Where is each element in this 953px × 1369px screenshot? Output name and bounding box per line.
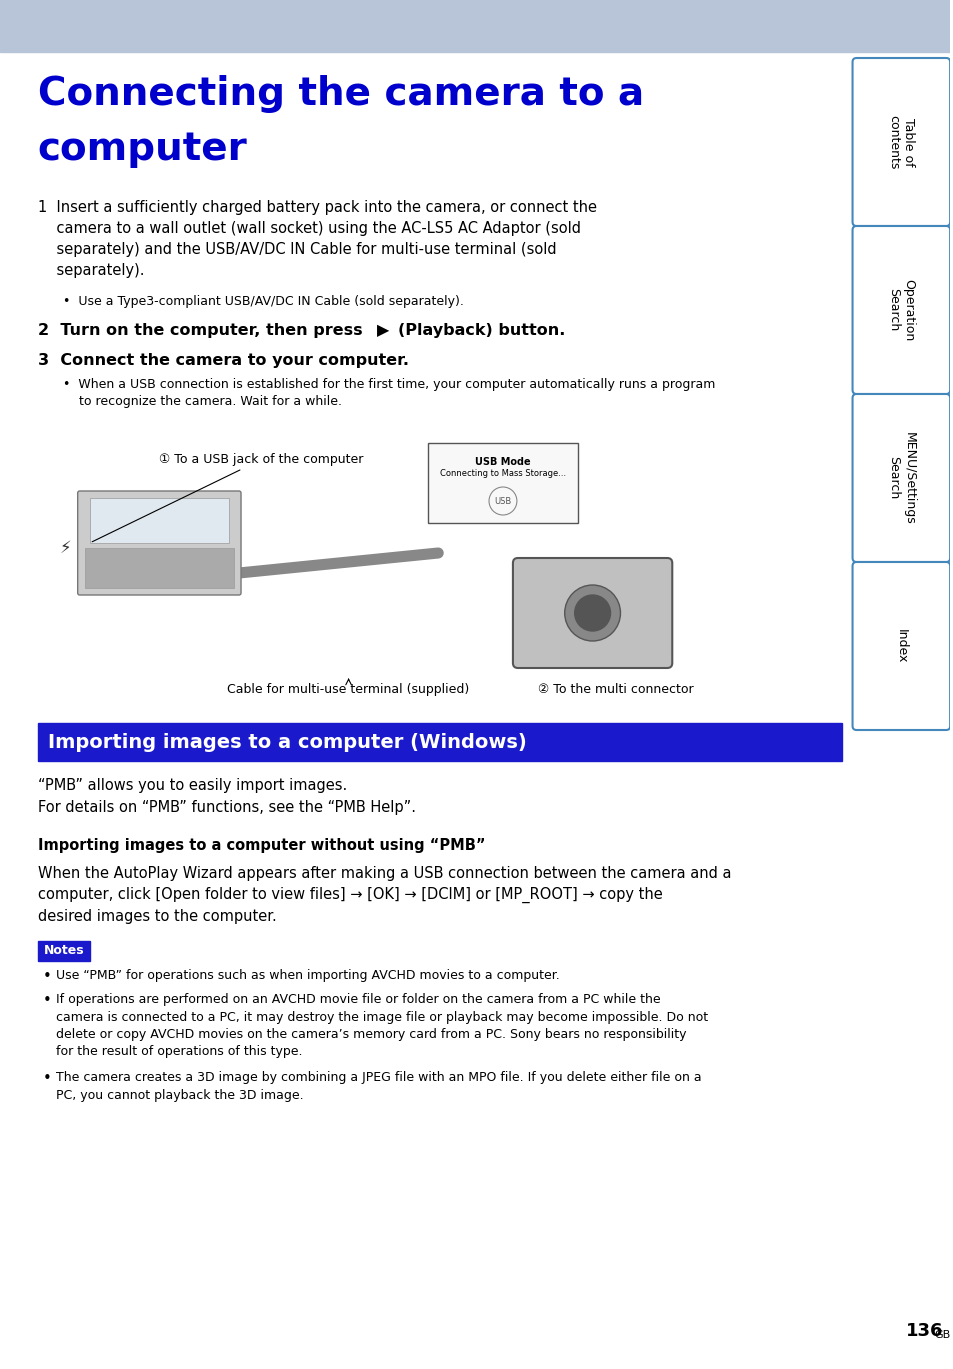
Text: (Playback) button.: (Playback) button. [398,323,565,338]
Text: USB: USB [494,497,511,507]
Text: Importing images to a computer without using “PMB”: Importing images to a computer without u… [38,838,485,853]
Text: Index: Index [894,628,907,663]
Text: computer: computer [38,130,248,168]
Bar [85,548,233,589]
Text: Operation
Search: Operation Search [886,279,914,341]
Text: •: • [43,993,51,1008]
FancyBboxPatch shape [852,563,949,730]
Text: •: • [43,969,51,984]
Text: GB: GB [933,1331,949,1340]
Text: Cable for multi-use terminal (supplied): Cable for multi-use terminal (supplied) [227,683,469,695]
Circle shape [564,585,619,641]
Bar [428,444,578,523]
Text: Table of
contents: Table of contents [886,115,914,170]
Bar [38,941,90,961]
Bar [90,498,229,543]
Bar [38,723,841,761]
Text: Connecting the camera to a: Connecting the camera to a [38,75,643,114]
Text: USB Mode: USB Mode [475,457,530,467]
Text: 1  Insert a sufficiently charged battery pack into the camera, or connect the
  : 1 Insert a sufficiently charged battery … [38,200,597,278]
Text: Use “PMB” for operations such as when importing AVCHD movies to a computer.: Use “PMB” for operations such as when im… [55,969,559,982]
FancyBboxPatch shape [852,57,949,226]
Text: ② To the multi connector: ② To the multi connector [537,683,693,695]
Text: If operations are performed on an AVCHD movie file or folder on the camera from : If operations are performed on an AVCHD … [55,993,707,1058]
Text: Importing images to a computer (Windows): Importing images to a computer (Windows) [48,732,526,752]
FancyBboxPatch shape [513,559,672,668]
FancyBboxPatch shape [852,394,949,563]
Text: 136: 136 [905,1322,943,1340]
Text: ① To a USB jack of the computer: ① To a USB jack of the computer [92,453,363,542]
Text: Notes: Notes [44,945,84,957]
Text: ▶: ▶ [376,323,388,338]
Text: 2  Turn on the computer, then press: 2 Turn on the computer, then press [38,323,362,338]
Text: Connecting to Mass Storage...: Connecting to Mass Storage... [439,470,565,478]
Text: MENU/Settings
Search: MENU/Settings Search [886,431,914,524]
Text: The camera creates a 3D image by combining a JPEG file with an MPO file. If you : The camera creates a 3D image by combini… [55,1071,700,1102]
Bar [0,0,949,52]
Text: ⚡: ⚡ [60,539,71,557]
Text: 3  Connect the camera to your computer.: 3 Connect the camera to your computer. [38,353,409,368]
Circle shape [574,596,610,631]
Text: •  Use a Type3-compliant USB/AV/DC IN Cable (sold separately).: • Use a Type3-compliant USB/AV/DC IN Cab… [63,294,463,308]
Text: •: • [43,1071,51,1086]
Text: When the AutoPlay Wizard appears after making a USB connection between the camer: When the AutoPlay Wizard appears after m… [38,867,731,924]
FancyBboxPatch shape [852,226,949,394]
Text: •  When a USB connection is established for the first time, your computer automa: • When a USB connection is established f… [63,378,715,408]
Text: “PMB” allows you to easily import images.
For details on “PMB” functions, see th: “PMB” allows you to easily import images… [38,778,416,815]
FancyBboxPatch shape [77,491,241,596]
